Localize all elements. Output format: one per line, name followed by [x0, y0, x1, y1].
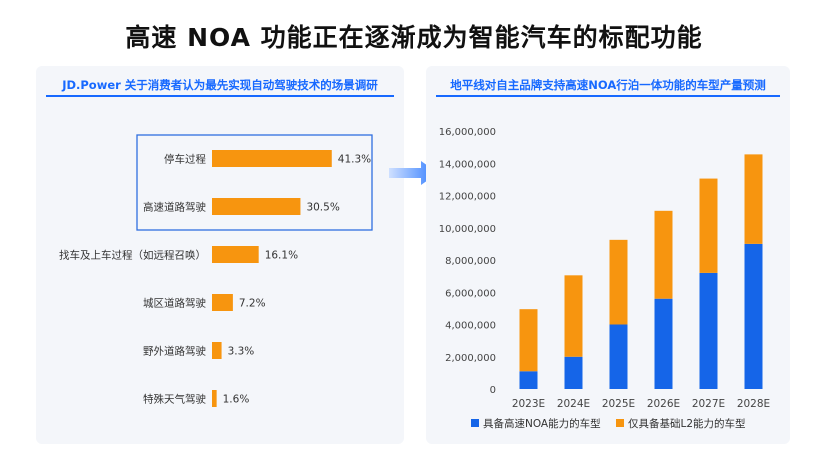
- forecast-stacked-bar-chart: 0 2,000,000 4,000,000 6,000,000 8,000,000 10,…: [439, 127, 770, 430]
- bar-noa-2025E: [609, 324, 628, 389]
- y-tick-label: 0: [490, 385, 496, 396]
- category-label: 停车过程: [164, 153, 206, 166]
- survey-chart-title: JD.Power 关于消费者认为最先实现自动驾驶技术的场景调研: [46, 75, 394, 97]
- category-label: 野外道路驾驶: [143, 345, 206, 358]
- survey-chart-panel: JD.Power 关于消费者认为最先实现自动驾驶技术的场景调研 停车过程 41.3…: [36, 66, 404, 444]
- y-tick-label: 2,000,000: [445, 353, 496, 364]
- value-label: 7.2%: [239, 298, 266, 310]
- bar-l2-2026E: [654, 210, 673, 299]
- legend-swatch-noa: [471, 419, 479, 427]
- legend-label-noa: 具备高速NOA能力的车型: [483, 417, 601, 430]
- value-label: 3.3%: [228, 346, 255, 358]
- value-label: 30.5%: [306, 202, 339, 214]
- category-label: 城区道路驾驶: [143, 297, 206, 310]
- arrow-right-icon: [389, 161, 438, 185]
- bar: [212, 342, 222, 359]
- bar-l2-2028E: [744, 154, 763, 244]
- bar-noa-2026E: [654, 298, 673, 389]
- y-tick-label: 10,000,000: [439, 224, 496, 235]
- value-label: 41.3%: [338, 154, 371, 166]
- bar: [212, 294, 233, 311]
- value-label: 16.1%: [265, 250, 298, 262]
- y-tick-label: 14,000,000: [439, 159, 496, 170]
- bar-noa-2028E: [744, 243, 763, 389]
- x-tick-label: 2024E: [557, 398, 590, 410]
- bar-noa-2027E: [699, 272, 718, 389]
- highlight-box: [136, 134, 373, 231]
- category-label: 特殊天气驾驶: [143, 393, 206, 406]
- bar-l2-2024E: [564, 275, 583, 357]
- survey-bar-chart: 停车过程 41.3% 高速道路驾驶 30.5% 找车及上车过程（如远程召唤） 16.1% 城…: [59, 134, 373, 407]
- y-tick-label: 8,000,000: [445, 256, 496, 267]
- value-label: 1.6%: [223, 394, 250, 406]
- legend-label-l2: 仅具备基础L2能力的车型: [628, 417, 746, 430]
- forecast-chart-title: 地平线对自主品牌支持高速NOA行泊一体功能的车型产量预测: [436, 75, 780, 97]
- bar-l2-2023E: [519, 309, 538, 372]
- page-title: 高速 NOA 功能正在逐渐成为智能汽车的标配功能: [125, 23, 703, 52]
- bar: [212, 198, 301, 215]
- bar-noa-2024E: [564, 356, 583, 389]
- y-tick-label: 6,000,000: [445, 288, 496, 299]
- x-tick-label: 2023E: [512, 398, 545, 410]
- bar: [212, 390, 217, 407]
- legend-swatch-l2: [616, 419, 624, 427]
- y-tick-label: 16,000,000: [439, 127, 496, 138]
- x-tick-label: 2028E: [737, 398, 770, 410]
- x-tick-label: 2025E: [602, 398, 635, 410]
- y-tick-label: 12,000,000: [439, 192, 496, 203]
- bar-l2-2027E: [699, 178, 718, 273]
- category-label: 高速道路驾驶: [143, 201, 206, 214]
- x-tick-label: 2026E: [647, 398, 680, 410]
- bar: [212, 246, 259, 263]
- bar-l2-2025E: [609, 239, 628, 325]
- y-tick-label: 4,000,000: [445, 321, 496, 332]
- bar: [212, 150, 332, 167]
- x-tick-label: 2027E: [692, 398, 725, 410]
- bar-noa-2023E: [519, 371, 538, 389]
- forecast-chart-panel: 地平线对自主品牌支持高速NOA行泊一体功能的车型产量预测 0 2,000,000 4…: [426, 66, 790, 444]
- category-label: 找车及上车过程（如远程召唤）: [59, 249, 206, 262]
